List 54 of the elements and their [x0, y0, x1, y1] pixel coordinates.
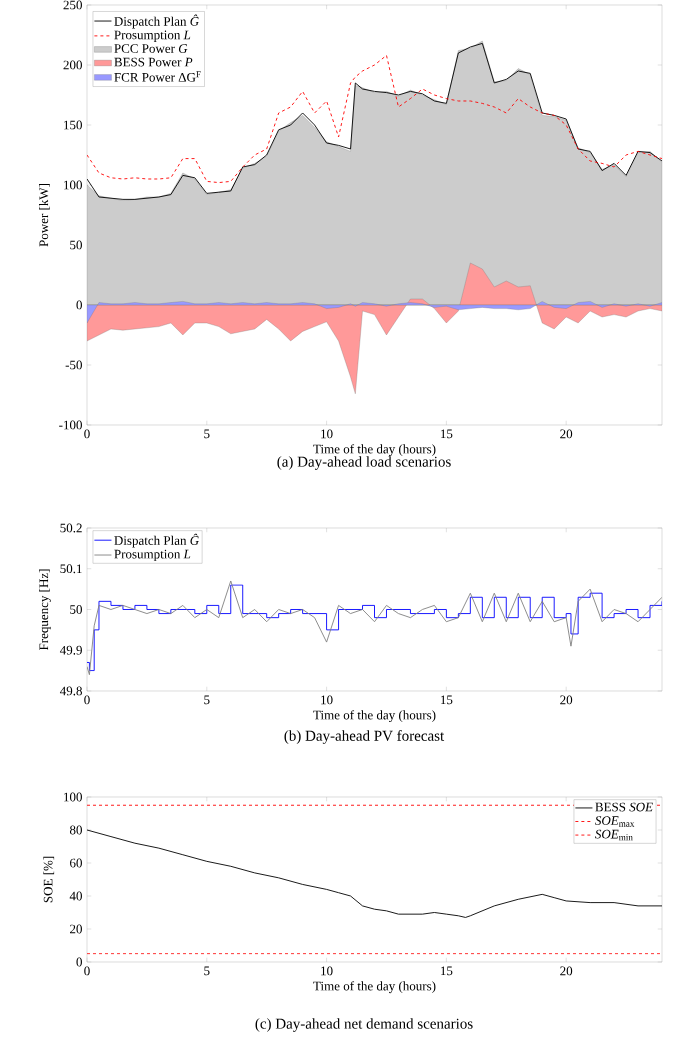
x-tick-label: 20: [560, 966, 573, 976]
y-tick-label: 0: [76, 300, 82, 310]
x-tick-label: 15: [441, 966, 453, 976]
legend-label: Prosumption L: [114, 30, 191, 42]
x-tick-label: 0: [84, 695, 90, 705]
x-tick-label: 10: [321, 429, 333, 439]
y-tick-label: 20: [70, 924, 82, 934]
y-tick-label: 40: [69, 891, 82, 901]
legend-label: SOE$_{min}$: [595, 829, 633, 841]
y-tick-label: 80: [69, 825, 82, 835]
text: (c) Day-ahead net demand scenarios: [255, 1018, 473, 1032]
y-tick-label: 50: [70, 240, 82, 250]
y-tick-label: 50.2: [60, 523, 82, 533]
legend-label: BESS Power P: [114, 57, 193, 67]
y-tick-label: 49.8: [59, 686, 82, 696]
text: (a) Day-ahead load scenarios: [277, 456, 451, 470]
y-tick-label: 60: [70, 858, 82, 868]
legend-label: BESS SOE: [595, 802, 653, 812]
x-tick-label: 5: [204, 966, 210, 976]
y-tick-label: 0: [76, 957, 82, 967]
legend-label: Dispatch Plan Ĝ: [114, 533, 199, 548]
y-axis-title: Power [kW]: [39, 184, 50, 247]
x-axis-title: Time of the day (hours): [313, 444, 436, 457]
y-tick-label: -50: [65, 360, 82, 370]
y-tick-label: 50.1: [60, 564, 82, 574]
x-tick-label: 10: [321, 966, 333, 976]
y-axis-title: SOE [%]: [43, 856, 55, 903]
x-axis-title: Time of the day (hours): [313, 710, 436, 723]
text: (b) Day-ahead PV forecast: [284, 730, 445, 744]
x-tick-label: 20: [560, 695, 573, 705]
x-tick-label: 20: [560, 429, 573, 439]
y-tick-label: 100: [64, 792, 82, 802]
legend-label: PCC Power G: [114, 44, 188, 53]
y-tick-label: 50: [70, 605, 82, 614]
y-tick-label: -100: [59, 420, 82, 430]
y-tick-label: 49.9: [59, 645, 82, 655]
x-tick-label: 5: [204, 695, 210, 705]
x-tick-label: 5: [204, 429, 210, 439]
legend-label: SOE$_{max}$: [595, 816, 635, 827]
x-axis-title: Time of the day (hours): [313, 981, 436, 994]
x-tick-label: 15: [441, 429, 453, 439]
x-tick-label: 0: [84, 429, 90, 439]
y-tick-label: 200: [63, 60, 82, 70]
legend-label: Prosumption L: [114, 549, 191, 562]
x-tick-label: 10: [321, 695, 333, 705]
legend-label: FCR Power ΔG$^{F}$: [114, 71, 201, 82]
x-tick-label: 0: [84, 966, 90, 976]
y-tick-label: 150: [64, 120, 82, 130]
y-tick-label: 250: [63, 0, 82, 10]
line-series: [87, 829, 662, 918]
y-axis-title: Frequency [Hz]: [39, 569, 51, 651]
x-tick-label: 15: [441, 695, 453, 705]
legend-label: Dispatch Plan Ĝ: [114, 14, 199, 29]
y-tick-label: 100: [64, 180, 82, 190]
